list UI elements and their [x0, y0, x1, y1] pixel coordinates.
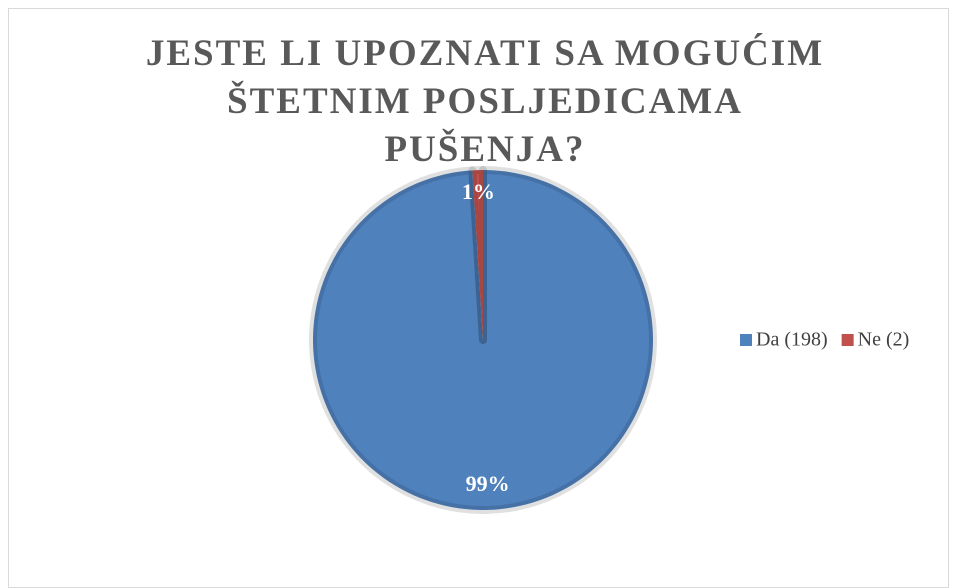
legend-label: Da (198)	[756, 329, 828, 351]
pie-slice	[309, 166, 657, 514]
pie-slice	[468, 165, 487, 344]
legend-label: Ne (2)	[858, 329, 910, 351]
data-label: 1%	[462, 179, 495, 204]
data-label: 99%	[466, 471, 510, 496]
legend-swatch	[841, 334, 854, 346]
legend-swatch	[740, 334, 752, 346]
chart-title: JESTE LI UPOZNATI SA MOGUĆIM ŠTETNIM POS…	[145, 33, 825, 170]
